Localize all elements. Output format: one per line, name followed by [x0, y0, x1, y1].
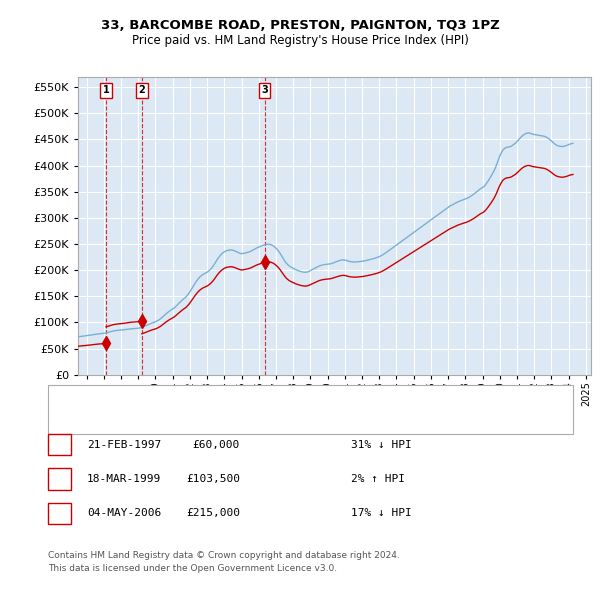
Text: 1: 1: [103, 85, 109, 95]
Text: This data is licensed under the Open Government Licence v3.0.: This data is licensed under the Open Gov…: [48, 563, 337, 572]
Text: £215,000: £215,000: [186, 509, 240, 518]
Text: £60,000: £60,000: [193, 440, 240, 450]
Text: 17% ↓ HPI: 17% ↓ HPI: [351, 509, 412, 518]
Text: 33, BARCOMBE ROAD, PRESTON, PAIGNTON, TQ3 1PZ: 33, BARCOMBE ROAD, PRESTON, PAIGNTON, TQ…: [101, 19, 499, 32]
Text: 2% ↑ HPI: 2% ↑ HPI: [351, 474, 405, 484]
Text: 3: 3: [56, 509, 63, 518]
Text: Contains HM Land Registry data © Crown copyright and database right 2024.: Contains HM Land Registry data © Crown c…: [48, 550, 400, 559]
Text: 04-MAY-2006: 04-MAY-2006: [87, 509, 161, 518]
Text: Price paid vs. HM Land Registry's House Price Index (HPI): Price paid vs. HM Land Registry's House …: [131, 34, 469, 47]
Text: 33, BARCOMBE ROAD, PRESTON, PAIGNTON, TQ3 1PZ (detached house): 33, BARCOMBE ROAD, PRESTON, PAIGNTON, TQ…: [85, 394, 460, 404]
Text: 1: 1: [56, 440, 63, 450]
Text: 2: 2: [139, 85, 145, 95]
Text: 21-FEB-1997: 21-FEB-1997: [87, 440, 161, 450]
Text: 18-MAR-1999: 18-MAR-1999: [87, 474, 161, 484]
Text: HPI: Average price, detached house, Torbay: HPI: Average price, detached house, Torb…: [85, 416, 313, 426]
Text: 2: 2: [56, 474, 63, 484]
Text: 3: 3: [261, 85, 268, 95]
Text: £103,500: £103,500: [186, 474, 240, 484]
Text: 31% ↓ HPI: 31% ↓ HPI: [351, 440, 412, 450]
